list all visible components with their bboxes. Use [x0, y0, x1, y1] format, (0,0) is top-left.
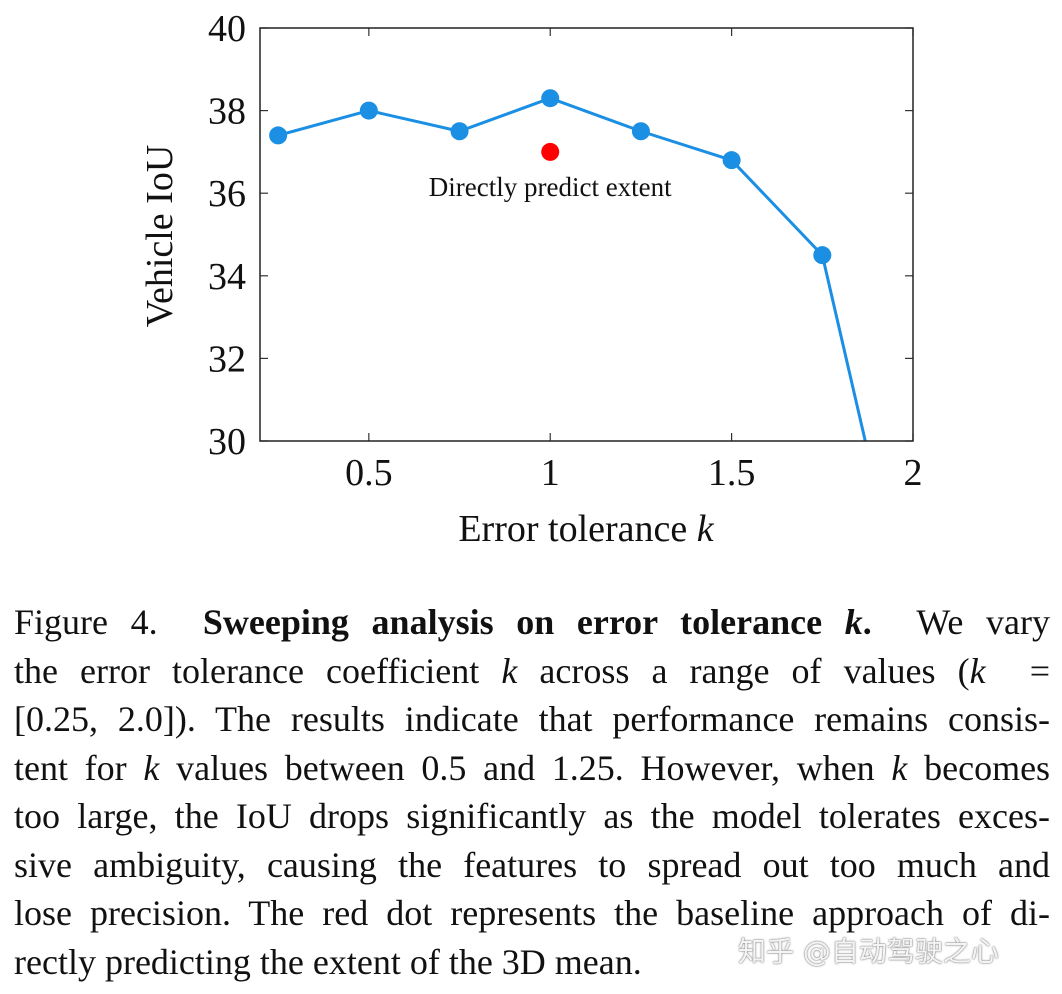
caption-line-1: Figure 4. Sweeping analysis on error tol… [14, 602, 1050, 642]
x-axis-label: Error tolerance k [458, 508, 714, 550]
x-tick-label: 2 [904, 452, 923, 494]
y-tick-label: 30 [208, 421, 246, 463]
figure-label: Figure 4. [14, 602, 158, 642]
caption-line-6: sive ambiguity, causing the features to … [14, 844, 1050, 885]
series-points [269, 89, 832, 265]
series-point [722, 151, 741, 170]
watermark: 知乎 @自动驾驶之心 [738, 935, 999, 968]
y-tick-label: 36 [208, 173, 246, 215]
y-axis-ticks [260, 27, 913, 442]
figure-caption: Figure 4. Sweeping analysis on error tol… [14, 598, 1050, 986]
caption-title: Sweeping analysis on error tolerance k. [202, 602, 872, 642]
caption-line-7: lose precision. The red dot represents t… [14, 893, 1050, 933]
caption-line-4: tent for k values between 0.5 and 1.25. … [14, 747, 1051, 788]
y-axis-label: Vehicle IoU [139, 145, 181, 328]
series-point [813, 246, 832, 265]
series-point [359, 101, 378, 120]
series-point [631, 122, 650, 141]
series-point [269, 126, 288, 145]
series-point [450, 122, 469, 141]
caption-line-5: too large, the IoU drops significantly a… [14, 796, 1050, 836]
y-tick-label: 34 [208, 256, 246, 298]
baseline-point [541, 142, 560, 161]
series-line [277, 96, 867, 441]
series-point [541, 89, 560, 108]
x-tick-label: 0.5 [345, 452, 393, 494]
y-tick-label: 38 [208, 91, 246, 133]
y-tick-labels: 30 32 34 36 38 40 [208, 8, 246, 463]
y-tick-label: 40 [208, 8, 246, 50]
x-tick-labels: 0.5 1 1.5 2 [345, 452, 922, 494]
caption-line-2: the error tolerance coefficient k across… [14, 650, 1051, 691]
caption-line-8: rectly predicting the extent of the 3D m… [14, 941, 642, 982]
plot-frame [259, 27, 914, 442]
x-tick-label: 1.5 [708, 452, 756, 494]
baseline-annotation: Directly predict extent [429, 172, 672, 202]
y-tick-label: 32 [208, 338, 246, 380]
line-chart: Directly predict extent 0.5 1 1.5 2 3032343… [139, 8, 923, 550]
caption-line-3: [0.25, 2.0]). The results indicate that … [14, 699, 1050, 739]
x-axis-ticks [368, 28, 914, 441]
x-tick-label: 1 [541, 452, 560, 494]
